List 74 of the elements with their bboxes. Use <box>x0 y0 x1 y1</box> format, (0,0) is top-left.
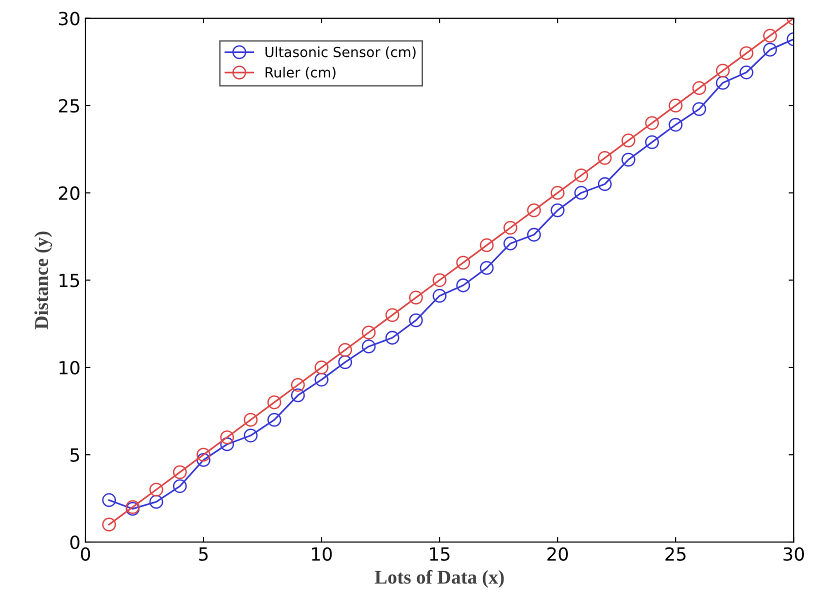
point <box>149 494 164 509</box>
y-tick-label: 15 <box>60 274 80 288</box>
point <box>290 378 305 392</box>
y-tick-label: 20 <box>58 186 80 200</box>
point <box>149 482 164 497</box>
legend-label: Ultasonic Sensor (cm) <box>266 46 416 59</box>
x-axis-title: Lots of Data (x) <box>374 570 504 588</box>
point <box>645 135 659 150</box>
point <box>409 313 423 328</box>
x-tick-label: 0 <box>80 547 90 561</box>
point <box>716 76 730 90</box>
x-tick-label: 30 <box>784 547 804 561</box>
point <box>574 168 588 182</box>
point <box>102 518 116 532</box>
legend-label: Ruler (cm) <box>266 66 336 80</box>
x-tick-label: 25 <box>665 547 686 561</box>
point <box>314 360 328 374</box>
point <box>621 134 636 148</box>
point <box>763 42 777 57</box>
point <box>432 288 447 303</box>
point <box>692 81 706 96</box>
point <box>668 118 683 132</box>
point <box>739 46 754 60</box>
point <box>267 395 282 410</box>
point <box>244 428 258 442</box>
point <box>172 479 187 494</box>
point <box>598 150 612 165</box>
point <box>598 177 612 192</box>
point <box>244 412 258 427</box>
point <box>456 278 470 292</box>
point <box>550 203 565 218</box>
point <box>550 186 565 200</box>
point <box>739 65 754 80</box>
point <box>645 116 659 130</box>
point <box>290 388 305 402</box>
point <box>196 453 210 467</box>
point <box>668 98 683 113</box>
y-tick-label: 30 <box>59 12 80 26</box>
y-tick-label: 5 <box>70 448 80 462</box>
point <box>763 28 777 43</box>
x-tick-label: 20 <box>547 547 568 561</box>
point <box>480 260 494 275</box>
point <box>503 220 518 235</box>
point <box>102 493 116 508</box>
point <box>527 228 541 242</box>
point <box>385 308 400 322</box>
point <box>338 343 352 357</box>
point <box>267 412 282 427</box>
point <box>362 340 376 354</box>
y-axis-title: Distance (y) <box>34 232 52 330</box>
point <box>621 152 636 167</box>
point <box>172 465 187 480</box>
point <box>409 290 423 305</box>
point <box>432 273 447 288</box>
y-tick-label: 0 <box>70 535 80 550</box>
x-tick-label: 5 <box>199 547 208 561</box>
x-tick-label: 15 <box>430 547 450 561</box>
point <box>456 256 470 270</box>
point <box>196 448 210 462</box>
y-tick-label: 10 <box>60 360 80 375</box>
point <box>480 238 494 252</box>
point <box>220 437 234 452</box>
point <box>338 355 352 370</box>
point <box>385 330 400 345</box>
point <box>220 430 234 444</box>
point <box>574 186 588 200</box>
point <box>527 203 541 218</box>
point <box>362 326 376 340</box>
point <box>314 372 328 387</box>
point <box>692 102 706 116</box>
point <box>716 64 730 78</box>
point <box>503 236 518 250</box>
x-tick-label: 10 <box>312 547 332 561</box>
y-tick-label: 25 <box>58 99 80 113</box>
